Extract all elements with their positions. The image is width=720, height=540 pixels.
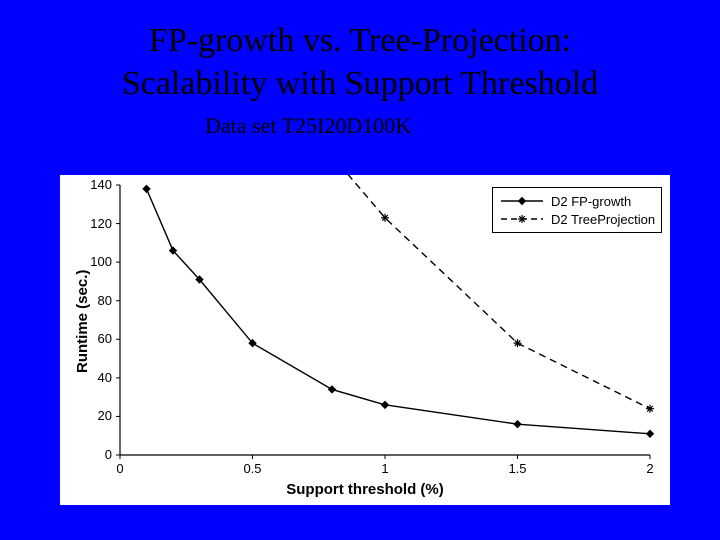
- chart-legend: D2 FP-growth D2 TreeProjection: [492, 187, 662, 233]
- y-tick-label: 80: [98, 293, 112, 308]
- x-tick-label: 1.5: [503, 461, 533, 476]
- slide: FP-growth vs. Tree-Projection: Scalabili…: [0, 0, 720, 540]
- y-tick-label: 60: [98, 331, 112, 346]
- x-tick-label: 0.5: [238, 461, 268, 476]
- x-tick-label: 1: [370, 461, 400, 476]
- x-tick-label: 2: [635, 461, 665, 476]
- y-tick-label: 100: [90, 254, 112, 269]
- title-line-1: FP-growth vs. Tree-Projection:: [149, 22, 571, 59]
- legend-label: D2 TreeProjection: [551, 212, 655, 227]
- y-tick-label: 140: [90, 177, 112, 192]
- title-line-2: Scalability with Support Threshold: [122, 65, 598, 102]
- legend-item: D2 TreeProjection: [499, 210, 655, 228]
- chart-area: Runtime (sec.) Support threshold (%) D2 …: [60, 175, 670, 505]
- legend-swatch: [499, 194, 545, 208]
- slide-subtitle: Data set T25I20D100K: [205, 113, 720, 139]
- x-axis-label: Support threshold (%): [60, 481, 670, 498]
- legend-item: D2 FP-growth: [499, 192, 655, 210]
- legend-label: D2 FP-growth: [551, 194, 631, 209]
- y-tick-label: 120: [90, 216, 112, 231]
- y-tick-label: 20: [98, 408, 112, 423]
- y-axis-label: Runtime (sec.): [74, 270, 91, 373]
- y-tick-label: 0: [105, 447, 112, 462]
- slide-title: FP-growth vs. Tree-Projection: Scalabili…: [0, 0, 720, 105]
- legend-swatch: [499, 212, 545, 226]
- y-tick-label: 40: [98, 370, 112, 385]
- x-tick-label: 0: [105, 461, 135, 476]
